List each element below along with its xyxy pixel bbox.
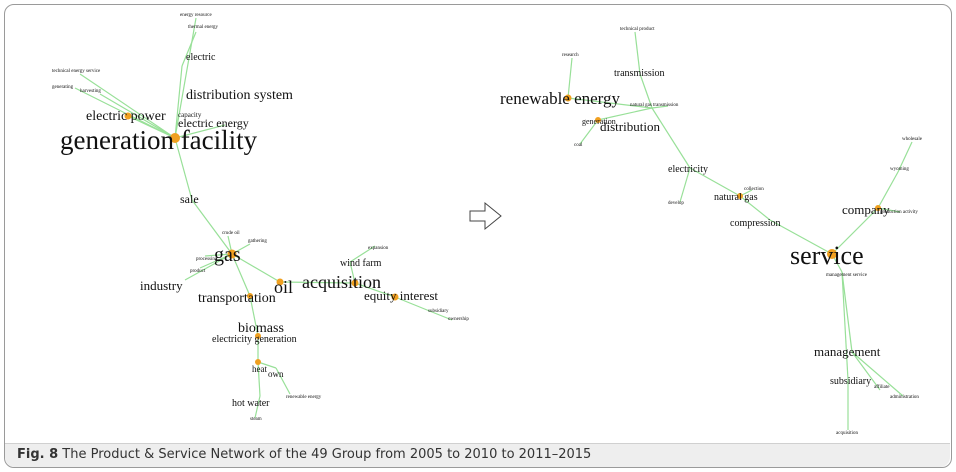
- term-research: research: [562, 53, 579, 58]
- term-electricity: electricity: [668, 164, 708, 175]
- term-hot-water: hot water: [232, 398, 270, 409]
- term-gas: gas: [214, 244, 241, 266]
- term-acquisition-right: acquisition: [836, 431, 858, 436]
- term-coal: coal: [574, 143, 583, 148]
- term-develop: develop: [668, 201, 684, 206]
- term-service: service: [790, 241, 864, 270]
- term-gathering: gathering: [248, 239, 267, 244]
- term-transportation: transportation: [198, 291, 276, 306]
- term-generation-facility: generation facility: [60, 125, 258, 155]
- term-expansion: expansion: [368, 246, 389, 251]
- term-technical-energy-service: technical energy service: [52, 69, 101, 74]
- term-wyoming: wyoming: [890, 167, 909, 172]
- left-network: energy resource thermal energy electric …: [52, 13, 469, 422]
- figure-frame: [4, 4, 952, 468]
- right-arrow-icon: [469, 201, 502, 231]
- node-natural-gas: [737, 193, 743, 199]
- term-compression: compression: [730, 218, 781, 229]
- term-renewable-energy: renewable energy: [500, 89, 621, 108]
- term-biomass: biomass: [238, 321, 284, 336]
- term-administration: administration: [890, 395, 919, 400]
- figure-label: Fig. 8: [17, 447, 59, 462]
- term-energy-resource: energy resource: [180, 13, 212, 18]
- term-crude-oil: crude oil: [222, 231, 240, 236]
- term-heat: heat: [252, 364, 267, 374]
- term-management: management: [814, 344, 881, 359]
- caption-bar: Fig. 8 The Product & Service Network of …: [5, 443, 950, 467]
- term-management-service: management service: [826, 273, 868, 278]
- node-heat: [255, 359, 261, 365]
- term-capacity: capacity: [178, 111, 202, 119]
- term-wind-farm: wind farm: [340, 258, 382, 269]
- term-distribution-system: distribution system: [186, 88, 293, 103]
- node-renewable-energy: [564, 94, 572, 102]
- term-industry: industry: [140, 278, 183, 293]
- node-transportation: [247, 293, 253, 299]
- term-electric-energy: electric energy: [178, 116, 249, 130]
- node-electricity-generation: [255, 333, 261, 339]
- term-company: company: [842, 202, 890, 217]
- term-electric: electric: [186, 52, 216, 63]
- term-transmission: transmission: [614, 68, 665, 79]
- term-natural-gas-transmission: natural gas transmission: [630, 103, 679, 108]
- term-electric-power: electric power: [86, 109, 166, 124]
- term-wholesale: wholesale: [902, 137, 923, 142]
- term-product: product: [190, 269, 206, 274]
- term-electricity-generation: electricity generation: [212, 334, 297, 345]
- node-gas: [227, 249, 237, 259]
- term-steam: steam: [250, 417, 262, 422]
- term-affiliate: affiliate: [874, 385, 890, 390]
- node-company: [875, 205, 881, 211]
- node-acquisition: [351, 279, 359, 287]
- node-electric-power: [124, 112, 132, 120]
- term-renewable-energy-left: renewable energy: [286, 395, 322, 400]
- node-generation-facility: [170, 133, 180, 143]
- term-production-activity: production activity: [880, 210, 918, 215]
- term-technical-product: technical product: [620, 27, 655, 32]
- term-generating: generating: [52, 85, 74, 90]
- network-graphs: energy resource thermal energy electric …: [52, 13, 923, 436]
- right-network: technical product research transmission …: [500, 27, 923, 436]
- term-acquisition: acquisition: [302, 272, 381, 292]
- term-oil: oil: [274, 277, 293, 297]
- term-own: own: [268, 369, 284, 379]
- node-equity-interest: [391, 293, 399, 301]
- term-collection: collection: [744, 187, 764, 192]
- term-sale: sale: [180, 192, 199, 206]
- term-distribution: distribution: [600, 119, 660, 134]
- term-subsidiary: subsidiary: [428, 309, 449, 314]
- figure-caption-text: The Product & Service Network of the 49 …: [62, 447, 592, 462]
- node-service: [827, 249, 837, 259]
- node-oil: [276, 278, 284, 286]
- node-distribution: [595, 117, 601, 123]
- term-ownership: ownership: [448, 317, 469, 322]
- term-thermal-energy: thermal energy: [188, 25, 219, 30]
- term-natural-gas: natural gas: [714, 192, 758, 203]
- term-equity-interest: equity interest: [364, 288, 438, 303]
- term-subsidiary-right: subsidiary: [830, 376, 871, 387]
- term-harvesting: harvesting: [80, 89, 101, 94]
- left-network-edges: [74, 17, 453, 419]
- term-processing: processing: [196, 257, 218, 262]
- term-generation: generation: [582, 117, 616, 126]
- figure-caption: Fig. 8 The Product & Service Network of …: [17, 447, 591, 462]
